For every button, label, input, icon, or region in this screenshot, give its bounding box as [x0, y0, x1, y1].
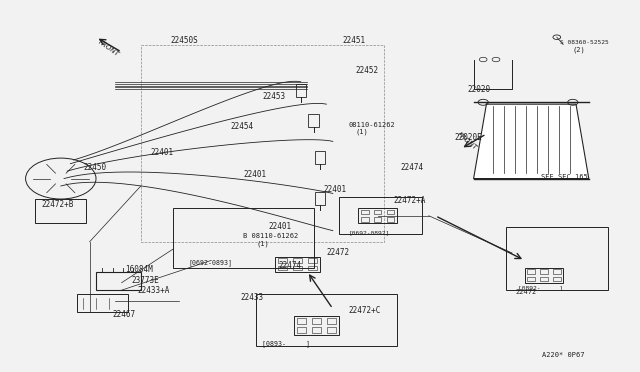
Bar — [293, 266, 302, 270]
Text: 22472+C: 22472+C — [349, 306, 381, 315]
Text: 22401: 22401 — [269, 222, 292, 231]
Text: 22454: 22454 — [230, 122, 253, 131]
Bar — [315, 151, 325, 164]
Text: 22450S: 22450S — [171, 36, 198, 45]
Bar — [312, 318, 321, 324]
Text: [0692-0892]: [0692-0892] — [349, 230, 390, 235]
Bar — [308, 114, 319, 127]
Text: 22401: 22401 — [150, 148, 173, 157]
Bar — [327, 327, 336, 333]
Text: 22472+A: 22472+A — [394, 196, 426, 205]
Bar — [361, 210, 369, 214]
Text: SEE SEC.165: SEE SEC.165 — [541, 174, 588, 180]
Bar — [506, 227, 608, 290]
Text: 22474: 22474 — [400, 163, 423, 172]
Text: 16084M: 16084M — [125, 265, 152, 274]
Text: S 08360-52525: S 08360-52525 — [560, 40, 609, 45]
Bar — [387, 217, 394, 222]
Text: 22451: 22451 — [342, 36, 365, 45]
Text: 22020: 22020 — [467, 85, 490, 94]
Text: 22474: 22474 — [278, 262, 301, 270]
Bar — [315, 192, 325, 205]
Text: FRONT: FRONT — [97, 39, 120, 58]
Bar — [540, 277, 548, 281]
Bar — [293, 258, 302, 263]
Text: 22433: 22433 — [240, 293, 263, 302]
Bar — [527, 277, 535, 281]
Bar — [553, 269, 561, 274]
Bar — [540, 269, 548, 274]
Bar — [553, 277, 561, 281]
Text: [0892-     ]: [0892- ] — [518, 286, 563, 291]
Text: 22020E: 22020E — [454, 133, 482, 142]
Text: FRONT: FRONT — [456, 131, 478, 151]
Bar — [294, 316, 339, 335]
Bar — [296, 84, 306, 97]
Bar — [387, 210, 394, 214]
Polygon shape — [474, 104, 589, 179]
Bar — [358, 208, 397, 223]
Text: 22472: 22472 — [326, 248, 349, 257]
Bar — [77, 294, 128, 312]
Text: B 08110-61262: B 08110-61262 — [243, 233, 298, 239]
Bar — [278, 258, 287, 263]
Text: 22467: 22467 — [112, 310, 135, 319]
Bar — [339, 197, 422, 234]
Text: 22472+B: 22472+B — [42, 200, 74, 209]
Bar — [527, 269, 535, 274]
Bar — [278, 266, 287, 270]
Bar — [361, 217, 369, 222]
Text: (2): (2) — [573, 47, 586, 54]
Bar — [525, 268, 563, 283]
Text: 08110-61262: 08110-61262 — [349, 122, 396, 128]
Bar — [308, 258, 317, 263]
Bar — [96, 272, 141, 290]
Bar — [312, 327, 321, 333]
Text: 22472: 22472 — [515, 289, 536, 295]
Text: 22452: 22452 — [355, 66, 378, 75]
Text: 22401: 22401 — [323, 185, 346, 194]
Bar — [298, 327, 307, 333]
Bar — [327, 318, 336, 324]
Text: 23773E: 23773E — [131, 276, 159, 285]
Text: [0692-0893]: [0692-0893] — [189, 259, 233, 266]
Bar — [256, 294, 397, 346]
Bar — [173, 208, 314, 268]
Text: 22433+A: 22433+A — [138, 286, 170, 295]
Text: 22453: 22453 — [262, 92, 285, 101]
Bar — [308, 266, 317, 270]
Text: (1): (1) — [355, 129, 368, 135]
Text: 22401: 22401 — [243, 170, 266, 179]
Bar — [275, 257, 320, 272]
Text: 22450: 22450 — [83, 163, 106, 172]
Bar — [374, 210, 381, 214]
Text: [0893-     ]: [0893- ] — [262, 341, 310, 347]
Bar — [298, 318, 307, 324]
Text: A220* 0P67: A220* 0P67 — [542, 352, 584, 358]
Bar — [374, 217, 381, 222]
Text: (1): (1) — [256, 240, 269, 247]
